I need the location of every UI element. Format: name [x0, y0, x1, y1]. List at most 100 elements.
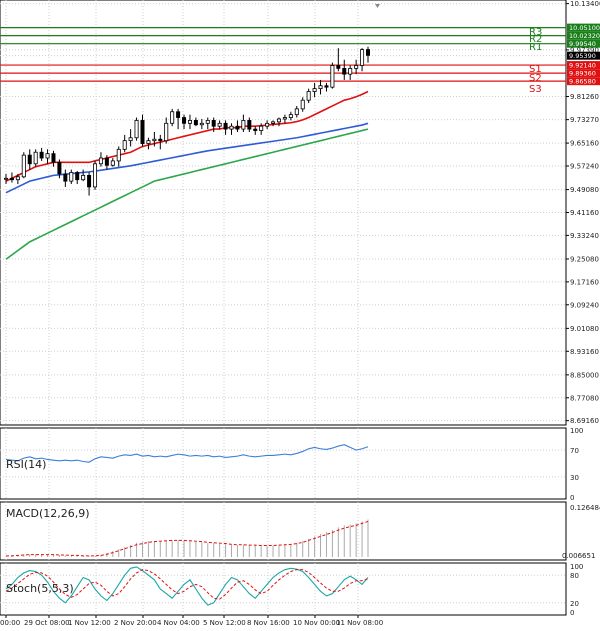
candle-body [4, 177, 9, 180]
pivot-level-name: S2 [529, 73, 542, 84]
price-level-tag-text: 10.05100 [569, 24, 600, 32]
price-tick-label: 9.49080 [570, 186, 599, 194]
price-tick-label: 9.97390 [570, 46, 599, 54]
candle-body [87, 174, 92, 188]
price-level-tag-text: 10.02320 [569, 32, 600, 40]
candle-body [288, 114, 293, 118]
price-tick-label: 9.73270 [570, 116, 599, 124]
price-level-tag [567, 31, 600, 40]
price-level-tag [567, 61, 600, 70]
time-tick-label: 00:00 [0, 619, 20, 627]
pivot-level-name: R3 [529, 27, 542, 38]
price-level-tag [567, 69, 600, 78]
price-level-tag-text: 9.89360 [569, 70, 596, 78]
candle-body [158, 138, 163, 142]
candle-body [134, 120, 139, 139]
rsi-pane[interactable]: 100 70 30 0 RSI(14) [0, 427, 583, 502]
candle-body [306, 91, 311, 101]
price-level-tag [567, 23, 600, 32]
candle-body [182, 117, 187, 124]
price-level-tag-text: 9.92140 [569, 62, 596, 70]
candle-body [45, 153, 50, 159]
time-tick-label: 10 Nov 00:00 [293, 619, 340, 627]
price-tick-label: 8.77080 [570, 394, 599, 402]
rsi-tick-label: 0 [570, 494, 574, 502]
rsi-line [5, 444, 369, 463]
candle-body [75, 172, 80, 181]
candle-body [39, 151, 44, 159]
price-level-tag [567, 77, 600, 86]
candle-body [57, 161, 62, 175]
stoch-d-line [5, 569, 369, 600]
candle-body [223, 122, 228, 130]
candle-body [276, 118, 281, 123]
rsi-tick-label: 100 [570, 427, 583, 435]
price-tick-label: 9.01080 [570, 325, 599, 333]
macd-pane[interactable]: 0.126484 0.006651 MACD(12,26,9) [0, 501, 600, 561]
pivot-level-name: S1 [529, 64, 542, 75]
time-tick-label: 11 Nov 08:00 [336, 619, 383, 627]
time-tick-label: 2 Nov 20:00 [114, 619, 157, 627]
time-tick-label: 4 Nov 04:00 [157, 619, 200, 627]
macd-label: MACD(12,26,9) [6, 507, 90, 520]
candle-body [199, 122, 204, 126]
rsi-label: RSI(14) [6, 458, 46, 471]
candle-body [152, 138, 157, 142]
price-tick-label: 8.93160 [570, 348, 599, 356]
candle-body [211, 120, 216, 127]
macd-tick-label: 0.126484 [570, 504, 600, 512]
current-price-tag [567, 51, 600, 60]
candle-body [98, 157, 103, 165]
stoch-pane-frame [0, 562, 567, 616]
rsi-series-line [5, 444, 369, 463]
stoch-tick-label: 80 [570, 572, 579, 580]
candle-body [271, 121, 276, 124]
pivot-level-name: S3 [529, 84, 542, 95]
candle-body [27, 154, 32, 165]
candle-body [69, 172, 74, 182]
candle-body [9, 177, 14, 181]
macd-pane-frame [0, 501, 567, 561]
price-level-tag-text: 9.86580 [569, 78, 596, 86]
price-tick-label: 9.25080 [570, 255, 599, 263]
candle-body [300, 99, 305, 110]
rsi-pane-frame [0, 427, 567, 500]
macd-axis: 0.126484 0.006651 [562, 504, 600, 560]
stoch-tick-label: 100 [570, 563, 583, 571]
candle-body [282, 117, 287, 120]
candle-body [312, 88, 317, 92]
price-pane[interactable]: 10.1340010.0510010.023209.995409.973909.… [0, 0, 600, 426]
candle-body [253, 128, 258, 131]
candle-body [93, 163, 98, 188]
candle-body [229, 125, 234, 130]
pivot-level-name: R2 [529, 34, 542, 45]
candle-body [187, 120, 192, 124]
scroll-marker-icon[interactable] [375, 4, 380, 8]
rsi-axis: 100 70 30 0 [570, 427, 583, 502]
candle-body [140, 120, 145, 144]
price-tick-label: 9.41160 [570, 209, 599, 217]
price-level-tag-text: 9.99540 [569, 40, 596, 48]
pivot-levels [0, 27, 566, 82]
candle-body [354, 65, 359, 69]
price-tick-label: 9.09240 [570, 301, 599, 309]
candle-body [247, 120, 252, 130]
candle-body [324, 85, 329, 88]
ma-line [5, 128, 369, 260]
price-tick-label: 9.17160 [570, 278, 599, 286]
macd-tick-label: 0.006651 [562, 552, 595, 560]
candle-body [170, 111, 175, 124]
candle-body [21, 154, 26, 178]
candle-body [146, 140, 151, 144]
price-tick-label: 9.57240 [570, 162, 599, 170]
time-tick-label: 8 Nov 16:00 [247, 619, 290, 627]
macd-signal-series [6, 520, 369, 557]
candle-body [116, 148, 121, 162]
stoch-lines [5, 566, 369, 606]
stoch-k-line [5, 566, 369, 606]
candle-body [110, 160, 115, 166]
candles [4, 46, 370, 196]
candle-body [336, 65, 341, 69]
